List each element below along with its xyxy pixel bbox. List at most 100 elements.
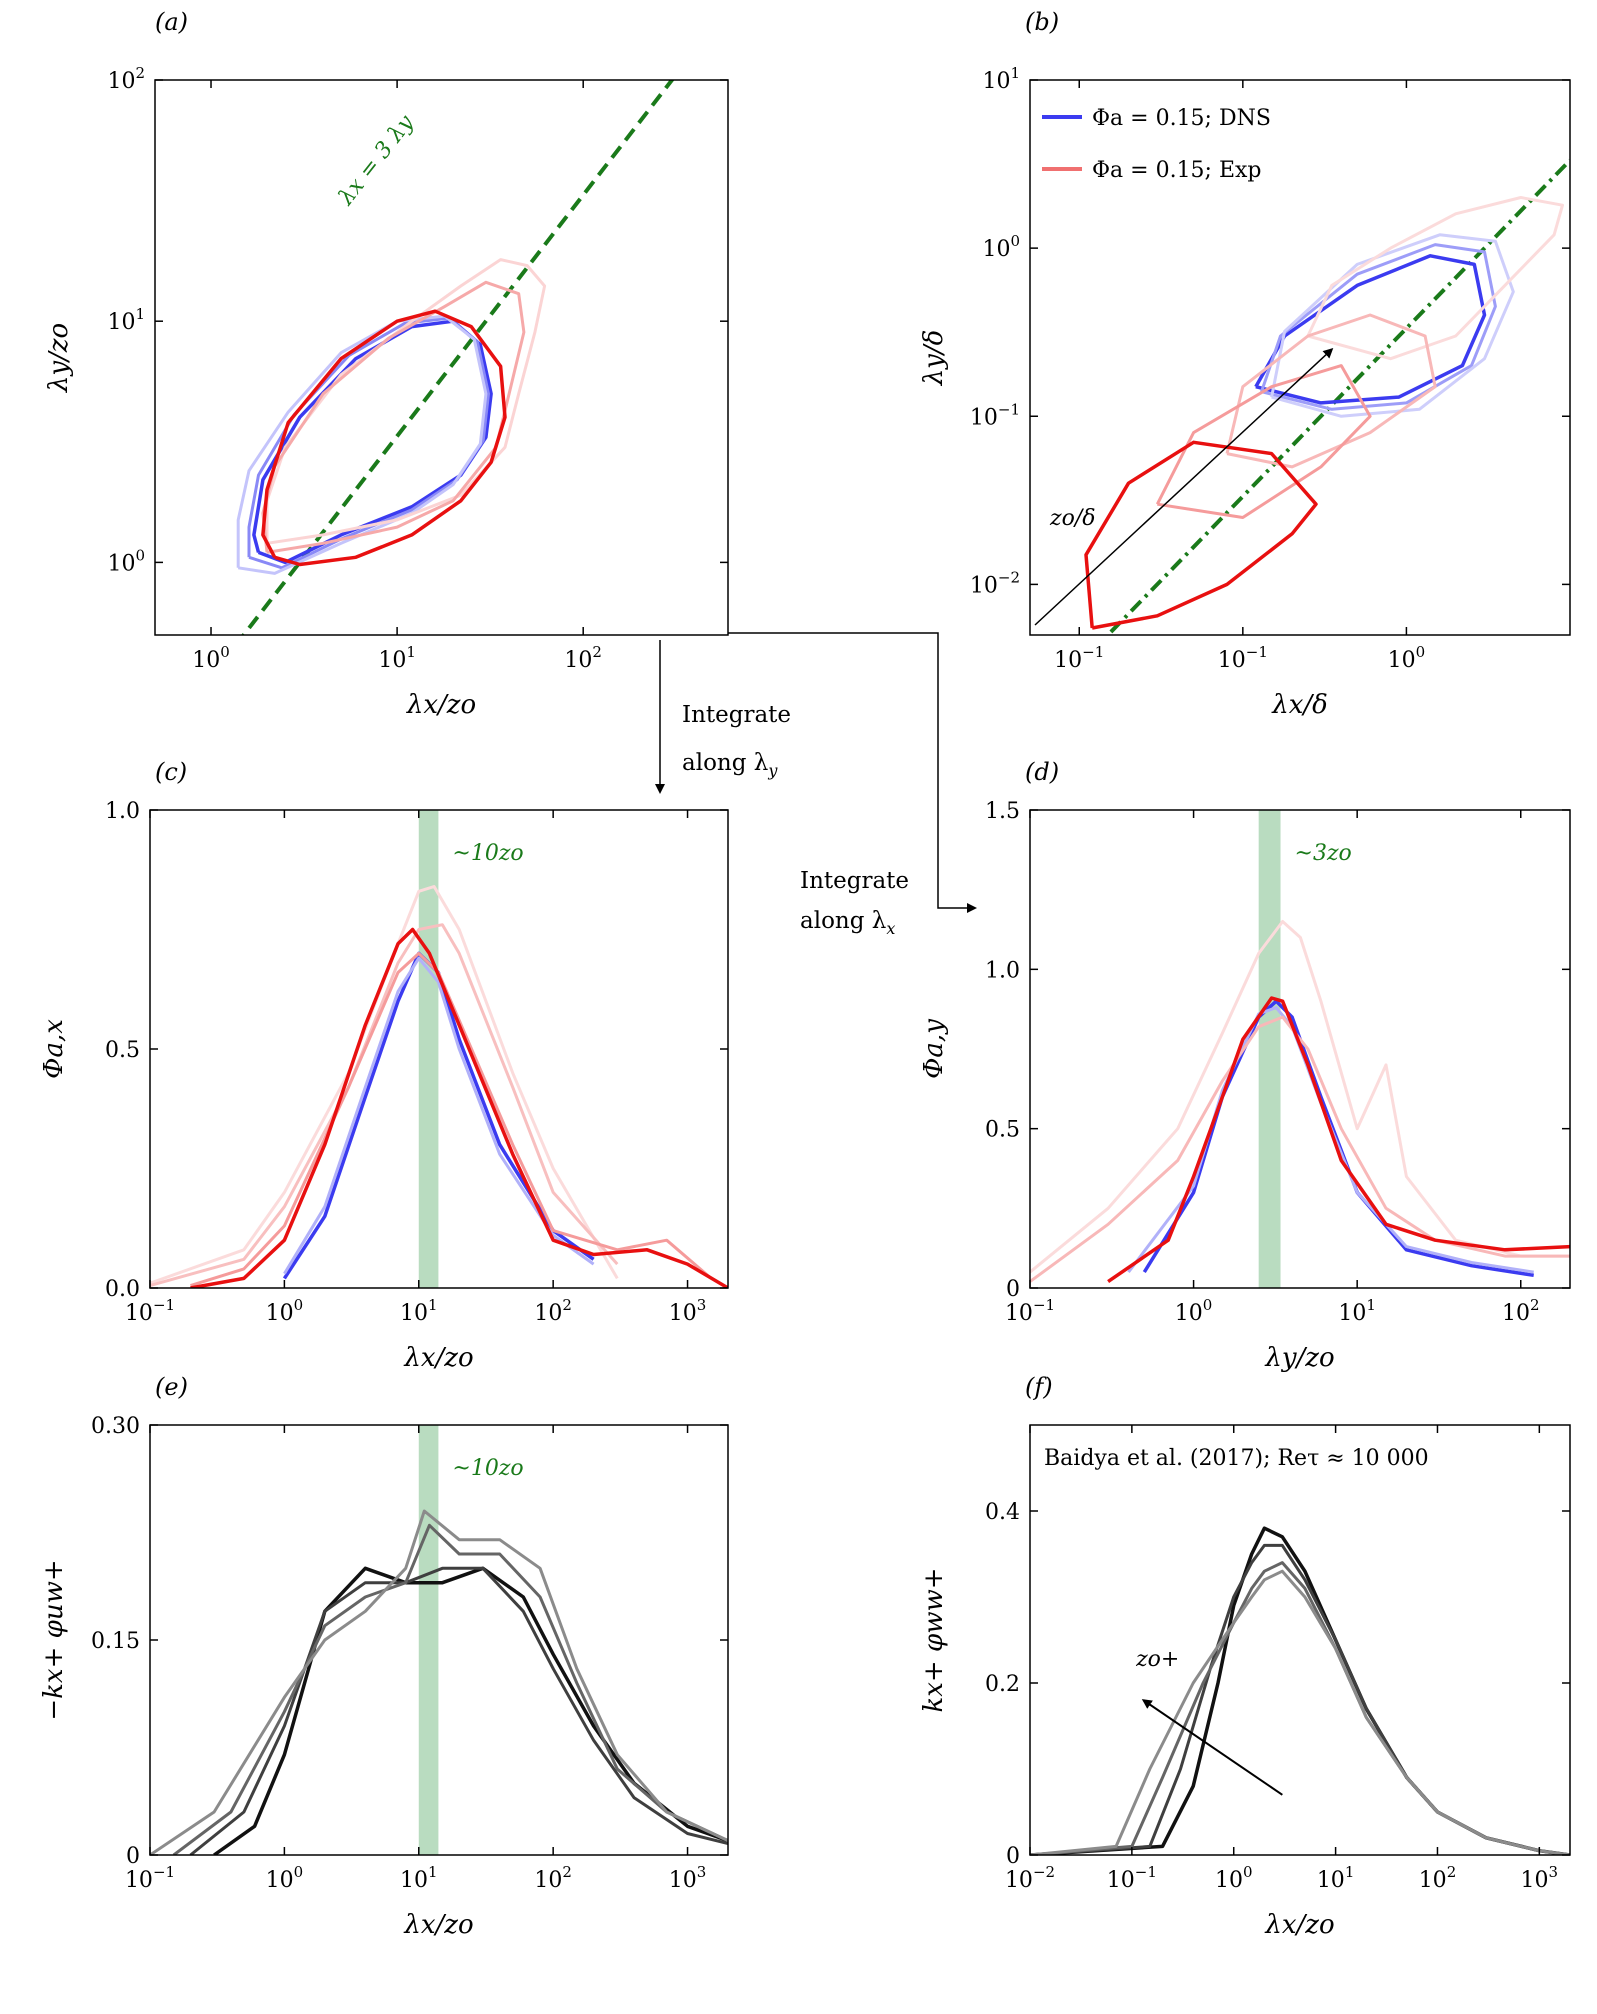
- x-tick-label-f-0-exp: −2: [1033, 1863, 1055, 1881]
- x-tick-label-d-2-exp: 1: [1366, 1296, 1376, 1314]
- series-d-0: [1142, 999, 1534, 1278]
- x-tick-label-f-4-exp: 2: [1447, 1863, 1457, 1881]
- x-tick-label-d-1: 100: [1175, 1296, 1213, 1326]
- x-axis-label-b: λx/δ: [1271, 690, 1328, 720]
- x-tick-label-e-1: 100: [266, 1863, 304, 1893]
- series-b-1: [1260, 243, 1497, 411]
- series-e-1: [189, 1566, 728, 1855]
- series-e-3: [150, 1509, 728, 1855]
- panel-label-d: (d): [1025, 758, 1059, 786]
- x-axis-label-e: λx/zo: [403, 1910, 473, 1940]
- x-tick-label-a-2: 102: [564, 643, 602, 673]
- y-axis-label-c: Φa,x: [39, 1019, 69, 1079]
- x-tick-label-b-2-exp: 0: [1416, 643, 1426, 661]
- frame-a: [154, 79, 729, 636]
- y-tick-label-a-0-base: 10: [107, 551, 135, 576]
- integrate-y-label-2-sub: y: [767, 761, 778, 780]
- x-tick-label-e-4: 103: [669, 1863, 707, 1893]
- legend-label-1: Φa = 0.15; Exp: [1092, 158, 1262, 183]
- series-b-4: [1225, 313, 1437, 469]
- series-f-3: [1030, 1569, 1570, 1855]
- x-tick-label-e-3-exp: 2: [562, 1863, 572, 1881]
- x-tick-label-e-3-base: 10: [534, 1868, 562, 1893]
- y-tick-label-d-3: 1.5: [985, 799, 1020, 824]
- x-tick-label-c-2-exp: 1: [428, 1296, 438, 1314]
- x-tick-label-a-0-base: 10: [192, 648, 220, 673]
- y-axis-label-d: Φa,y: [919, 1019, 949, 1079]
- series-f-0: [1030, 1526, 1570, 1855]
- y-tick-label-f-0: 0: [1006, 1844, 1020, 1869]
- frame-b: [1029, 79, 1571, 636]
- x-tick-label-f-2: 100: [1215, 1863, 1253, 1893]
- x-tick-label-c-0-base: 10: [125, 1301, 153, 1326]
- x-tick-label-e-4-exp: 3: [697, 1863, 707, 1881]
- x-tick-label-b-0-exp: −1: [1082, 643, 1104, 661]
- y-tick-label-d-0: 0: [1006, 1277, 1020, 1302]
- x-tick-label-a-1-exp: 1: [406, 643, 416, 661]
- y-tick-label-a-0: 100: [107, 546, 145, 576]
- x-tick-label-d-0: 10−1: [1005, 1296, 1055, 1326]
- x-tick-label-a-0: 100: [192, 643, 230, 673]
- y-tick-label-a-1: 101: [107, 305, 145, 335]
- x-tick-label-f-3-base: 10: [1317, 1868, 1345, 1893]
- x-tick-label-e-2-base: 10: [400, 1868, 428, 1893]
- x-tick-label-e-2-exp: 1: [428, 1863, 438, 1881]
- x-tick-label-c-1-exp: 0: [294, 1296, 304, 1314]
- x-tick-label-c-0-exp: −1: [153, 1296, 175, 1314]
- panel-label-b: (b): [1025, 8, 1059, 36]
- x-tick-label-e-3: 102: [534, 1863, 572, 1893]
- integrate-x-arrow: [728, 632, 977, 913]
- x-tick-label-b-2: 100: [1388, 643, 1426, 673]
- y-tick-label-f-2: 0.4: [985, 1500, 1020, 1525]
- plot-area-f: [1030, 1526, 1570, 1855]
- y-tick-label-e-1: 0.15: [91, 1629, 140, 1654]
- x-tick-label-c-4-exp: 3: [697, 1296, 707, 1314]
- series-b-3: [1306, 196, 1564, 361]
- y-tick-label-c-1: 0.5: [105, 1038, 140, 1063]
- band-label-d: ~3zo: [1295, 841, 1352, 866]
- x-tick-label-f-2-base: 10: [1215, 1868, 1243, 1893]
- x-tick-label-d-1-base: 10: [1175, 1301, 1203, 1326]
- integrate-x-label-2-sub: x: [886, 919, 895, 938]
- y-tick-label-a-1-exp: 1: [135, 305, 145, 323]
- series-f-2: [1030, 1561, 1570, 1855]
- integrate-x-label-2-main: along λ: [800, 908, 886, 934]
- x-tick-label-e-2: 101: [400, 1863, 438, 1893]
- y-axis-label-f: kx+ φww+: [919, 1568, 949, 1713]
- y-tick-label-b-3-base: 10: [982, 69, 1010, 94]
- x-tick-label-c-4: 103: [669, 1296, 707, 1326]
- series-d-2: [1030, 920, 1570, 1274]
- x-tick-label-f-5-base: 10: [1521, 1868, 1549, 1893]
- x-tick-label-c-3-base: 10: [534, 1301, 562, 1326]
- series-b-6: [1084, 440, 1318, 630]
- y-tick-label-a-2: 102: [107, 64, 145, 94]
- x-tick-label-d-2-base: 10: [1338, 1301, 1366, 1326]
- integrate-y-label-1: Integrate: [682, 702, 791, 728]
- series-e-2: [172, 1523, 728, 1855]
- x-tick-label-d-0-exp: −1: [1033, 1296, 1055, 1314]
- y-tick-label-a-2-exp: 2: [135, 64, 145, 82]
- x-axis-label-d: λy/zo: [1264, 1343, 1334, 1373]
- x-tick-label-f-0-base: 10: [1005, 1868, 1033, 1893]
- guide-label-a: λx = 3 λy: [333, 110, 419, 210]
- integrate-y-label-2: along λy: [682, 750, 778, 780]
- plot-area-d: [1030, 810, 1570, 1288]
- frame-d: [1029, 809, 1571, 1289]
- guide-line-b: [1105, 158, 1570, 635]
- x-tick-label-a-2-exp: 2: [592, 643, 602, 661]
- x-tick-label-f-3: 101: [1317, 1863, 1355, 1893]
- integrate-x-label-2: along λx: [800, 908, 895, 938]
- guide-line-a: [241, 80, 675, 635]
- x-tick-label-f-4: 102: [1419, 1863, 1457, 1893]
- x-tick-label-b-1: 10−1: [1218, 643, 1268, 673]
- arrow-label-f: zo+: [1135, 1647, 1179, 1672]
- x-tick-label-e-4-base: 10: [669, 1868, 697, 1893]
- y-tick-label-e-0: 0: [126, 1844, 140, 1869]
- series-b-2: [1270, 233, 1515, 418]
- band-e: [418, 1425, 439, 1855]
- plot-area-c: [150, 810, 728, 1288]
- x-tick-label-a-1-base: 10: [378, 648, 406, 673]
- series-d-3: [1030, 1015, 1570, 1283]
